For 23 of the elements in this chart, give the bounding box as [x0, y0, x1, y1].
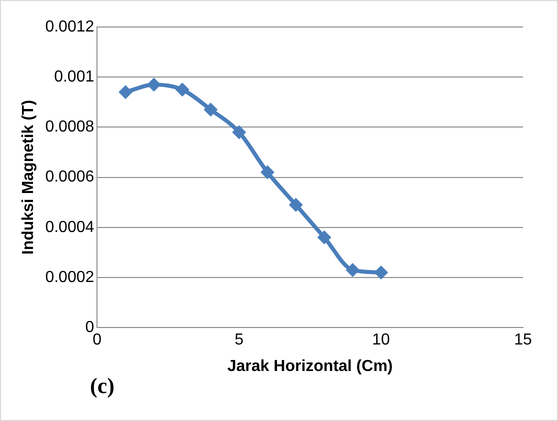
point	[288, 198, 303, 212]
x-tick-label: 5	[234, 332, 244, 349]
y-tick-label: 0.0006	[45, 168, 94, 186]
y-tick-label: 0	[85, 319, 94, 336]
x-tick-label: 15	[514, 332, 532, 349]
y-tick-label: 0.0008	[45, 118, 94, 136]
text: (c)	[90, 373, 114, 398]
point	[175, 82, 190, 97]
point	[374, 265, 388, 280]
y-tick-label: 0.0002	[45, 268, 94, 286]
y-axis-title: Induksi Magnetik (T)	[20, 100, 38, 255]
point	[232, 125, 246, 140]
x-axis-title: Jarak Horizontal (Cm)	[227, 358, 393, 375]
point	[346, 262, 360, 277]
point	[118, 85, 133, 100]
y-tick-label: 0.0012	[45, 18, 94, 36]
point	[260, 165, 274, 180]
point	[317, 230, 332, 244]
y-tick-label: 0.001	[54, 68, 94, 86]
point	[146, 78, 161, 92]
point	[204, 102, 218, 117]
y-tick-label: 0.0004	[45, 218, 94, 236]
x-tick-label: 10	[372, 332, 390, 349]
